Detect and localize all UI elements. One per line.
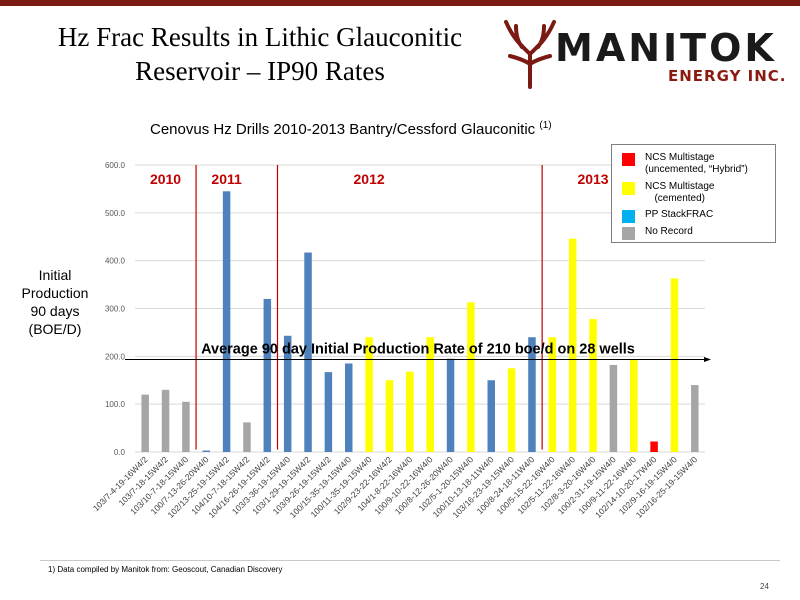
legend-swatch <box>622 210 635 223</box>
legend-label: (cemented) <box>654 193 706 204</box>
y-axis-label-line: 90 days <box>30 303 80 319</box>
legend-item-ncs-uncemented: NCS Multistage (uncemented, “Hybrid”) <box>612 152 748 176</box>
year-label: 2011 <box>211 171 242 187</box>
y-tick-label: 200.0 <box>105 352 126 361</box>
year-label: 2010 <box>150 171 181 187</box>
y-tick-label: 0.0 <box>114 448 126 457</box>
bar <box>548 337 557 452</box>
y-axis-label-line: (BOE/D) <box>28 321 82 337</box>
y-axis-label: Initial Production 90 days (BOE/D) <box>12 266 98 338</box>
legend-item-ncs-cemented: NCS Multistage (cemented) <box>612 181 714 205</box>
company-logo: MANITOK ENERGY INC. <box>500 12 790 92</box>
legend-label: No Record <box>645 226 693 237</box>
bar <box>304 252 312 452</box>
y-tick-label: 100.0 <box>105 400 126 409</box>
bar <box>141 394 149 452</box>
legend-label: NCS Multistage <box>645 181 715 192</box>
bar <box>568 238 577 452</box>
bar <box>507 368 516 452</box>
legend-label: PP StackFRAC <box>645 209 714 220</box>
y-tick-label: 400.0 <box>105 257 126 266</box>
page-number: 24 <box>760 582 769 591</box>
bar <box>345 363 353 452</box>
bar <box>467 302 475 452</box>
slide-title: Hz Frac Results in Lithic Glauconitic Re… <box>0 20 520 88</box>
logo-wordmark: MANITOK <box>555 26 777 70</box>
bar-chart: 0.0100.0200.0300.0400.0500.0600.0103/7-4… <box>91 161 711 520</box>
bar <box>446 358 455 452</box>
bar <box>283 335 292 452</box>
y-tick-label: 500.0 <box>105 209 126 218</box>
average-line-arrowhead <box>704 357 711 363</box>
bar <box>487 380 495 452</box>
bar <box>426 337 434 452</box>
bar <box>324 372 333 452</box>
y-tick-label: 600.0 <box>105 161 126 170</box>
legend-swatch <box>622 153 635 166</box>
bar <box>365 337 373 452</box>
slide-title-line-2: Reservoir – IP90 Rates <box>135 56 385 86</box>
top-rule <box>0 0 800 6</box>
year-label: 2013 <box>577 171 608 187</box>
bar <box>609 364 618 452</box>
slide-title-line-1: Hz Frac Results in Lithic Glauconitic <box>57 22 463 52</box>
year-label: 2012 <box>354 171 385 187</box>
source-footnote: 1) Data compiled by Manitok from: Geosco… <box>48 565 283 574</box>
bar <box>222 191 231 452</box>
chart-title-footnote-ref: (1) <box>539 120 552 131</box>
bar <box>385 380 394 452</box>
footer-rule <box>40 560 780 561</box>
chart-title-text: Cenovus Hz Drills 2010-2013 Bantry/Cessf… <box>150 121 536 138</box>
chart-title: Cenovus Hz Drills 2010-2013 Bantry/Cessf… <box>150 120 670 138</box>
legend-item-pp-stackfrac: PP StackFRAC <box>612 209 713 223</box>
bar <box>670 278 679 452</box>
legend-item-no-record: No Record <box>612 226 693 240</box>
y-tick-label: 300.0 <box>105 305 126 314</box>
y-axis-label-line: Initial <box>38 267 72 283</box>
bar <box>630 359 638 452</box>
y-axis-label-line: Production <box>21 285 89 301</box>
legend-label: (uncemented, “Hybrid”) <box>645 164 748 175</box>
legend-label: NCS Multistage <box>645 152 715 163</box>
bar <box>243 422 251 452</box>
average-label: Average 90 day Initial Production Rate o… <box>201 342 635 358</box>
bar <box>182 401 190 452</box>
antler-logo-icon <box>504 20 556 89</box>
bar <box>589 319 597 452</box>
bar <box>263 298 272 452</box>
legend-swatch <box>622 182 635 195</box>
bar <box>650 441 658 452</box>
legend-swatch <box>622 227 635 240</box>
bar <box>161 389 170 452</box>
logo-tagline: ENERGY INC. <box>668 67 787 85</box>
bar <box>691 385 699 452</box>
bar <box>528 337 536 452</box>
legend: NCS Multistage (uncemented, “Hybrid”) NC… <box>611 144 776 243</box>
bar <box>406 371 414 452</box>
bar <box>202 450 210 452</box>
